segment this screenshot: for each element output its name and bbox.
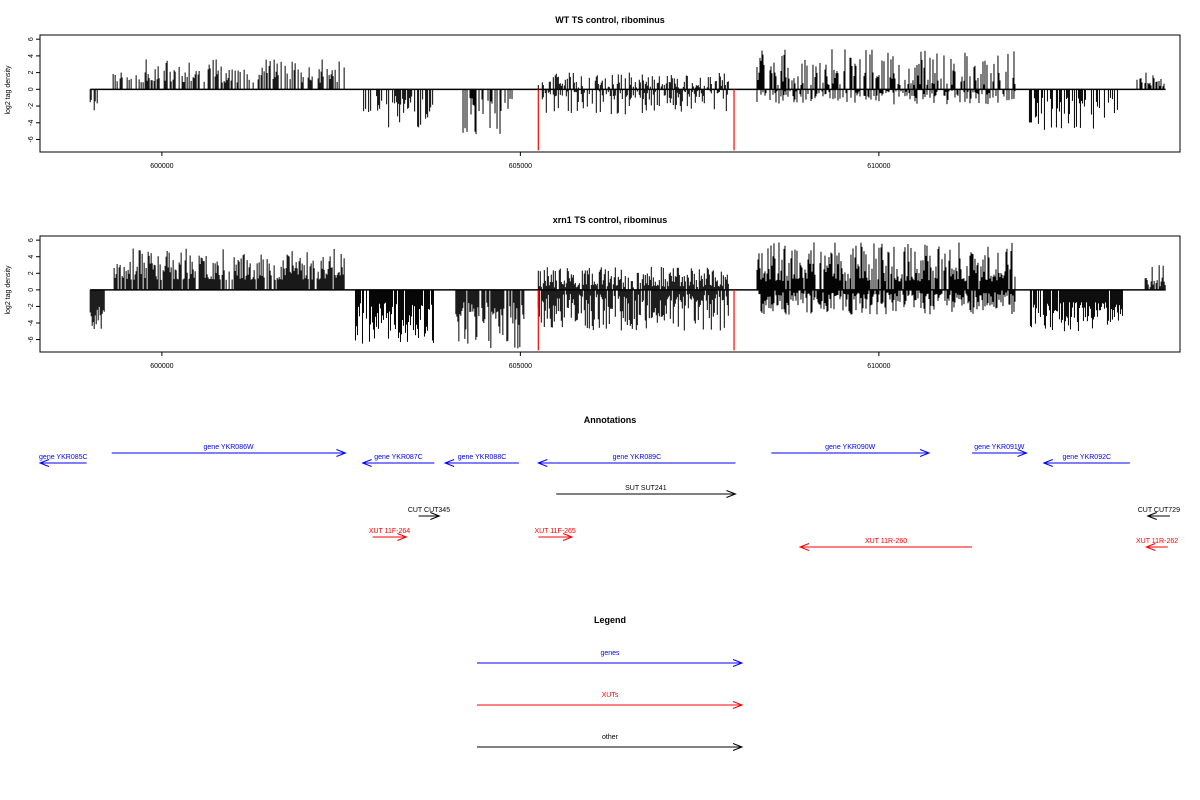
xrn1-y-tick-label: 2 xyxy=(28,271,35,275)
feature-arrow xyxy=(111,449,347,457)
xrn1-y-tick-label: -4 xyxy=(28,320,35,326)
feature-gene-ykr092c: gene YKR092C xyxy=(1042,454,1130,467)
feature-label: gene YKR092C xyxy=(1063,454,1112,461)
feature-label: CUT CUT729 xyxy=(1138,507,1180,514)
feature-cut-cut729: CUT CUT729 xyxy=(1138,507,1180,520)
feature-arrow xyxy=(38,459,87,467)
annotation-features: gene YKR085C gene YKR086W gene YKR087C gene… xyxy=(38,444,1180,551)
legend-label: other xyxy=(602,734,619,741)
wt-x-tick-label: 605000 xyxy=(509,163,532,170)
feature-gene-ykr088c: gene YKR088C xyxy=(443,454,519,467)
xrn1-x-axis: 600000 605000 610000 xyxy=(150,352,891,370)
feature-gene-ykr085c: gene YKR085C xyxy=(38,454,88,467)
xrn1-x-tick-label: 600000 xyxy=(150,363,173,370)
feature-gene-ykr089c: gene YKR089C xyxy=(536,454,736,467)
feature-label: gene YKR086W xyxy=(204,444,254,451)
xrn1-y-axis: 6 4 2 0 -2 -4 -6 xyxy=(28,238,40,343)
feature-arrow xyxy=(556,490,737,498)
feature-xut-11f-264: XUT 11F-264 xyxy=(369,528,410,541)
feature-label: XUT 11R-262 xyxy=(1136,538,1178,545)
wt-y-tick-label: 6 xyxy=(28,37,35,41)
feature-label: gene YKR090W xyxy=(825,444,875,451)
legend-item-gene: genes xyxy=(477,650,744,667)
xrn1-x-tick-label: 605000 xyxy=(509,363,532,370)
feature-label: SUT SUT241 xyxy=(625,485,667,492)
feature-xut-11r-262: XUT 11R-262 xyxy=(1136,538,1178,551)
feature-arrow xyxy=(361,459,435,467)
wt-y-tick-label: -6 xyxy=(28,136,35,142)
feature-label: XUT 11R-260 xyxy=(865,538,907,545)
wt-x-tick-label: 600000 xyxy=(150,163,173,170)
xrn1-red-markers xyxy=(537,289,735,351)
feature-label: XUT 11F-264 xyxy=(369,528,410,535)
feature-arrow xyxy=(1042,459,1130,467)
feature-label: gene YKR085C xyxy=(39,454,88,461)
wt-track-panel: WT TS control, ribominus log2 tag densit… xyxy=(5,15,1181,170)
feature-xut-11r-260: XUT 11R-260 xyxy=(798,538,973,551)
xrn1-y-tick-label: -2 xyxy=(28,303,35,309)
wt-y-tick-label: 0 xyxy=(28,87,35,91)
feature-label: gene YKR087C xyxy=(374,454,423,461)
wt-red-markers xyxy=(537,89,735,151)
feature-arrow xyxy=(536,459,736,467)
wt-x-tick-label: 610000 xyxy=(867,163,890,170)
xrn1-y-tick-label: -6 xyxy=(28,336,35,342)
wt-plot-frame xyxy=(39,34,1181,153)
feature-gene-ykr090w: gene YKR090W xyxy=(771,444,931,457)
wt-density-bars xyxy=(89,49,1165,135)
xrn1-y-tick-label: 6 xyxy=(28,238,35,242)
xrn1-y-tick-label: 0 xyxy=(28,288,35,292)
feature-label: gene YKR089C xyxy=(613,454,662,461)
feature-gene-ykr086w: gene YKR086W xyxy=(111,444,347,457)
xrn1-track-title: xrn1 TS control, ribominus xyxy=(553,215,668,225)
feature-arrow xyxy=(771,449,931,457)
legend-arrow xyxy=(477,659,744,667)
legend-label: XUTs xyxy=(602,692,619,699)
legend-item-other: other xyxy=(477,734,744,751)
annotations-title: Annotations xyxy=(584,415,637,425)
feature-gene-ykr087c: gene YKR087C xyxy=(361,454,435,467)
feature-cut-cut345: CUT CUT345 xyxy=(408,507,450,520)
feature-label: XUT 11F-265 xyxy=(534,528,575,535)
feature-arrow xyxy=(538,533,574,541)
legend-items: genes XUTs other xyxy=(477,650,744,751)
wt-track-title: WT TS control, ribominus xyxy=(555,15,665,25)
legend-panel: Legend genes XUTs other xyxy=(477,615,744,751)
feature-label: gene YKR091W xyxy=(974,444,1024,451)
feature-sut-sut241: SUT SUT241 xyxy=(556,485,737,498)
xrn1-density-bars xyxy=(89,242,1166,349)
feature-label: gene YKR088C xyxy=(458,454,507,461)
feature-gene-ykr091w: gene YKR091W xyxy=(972,444,1028,457)
wt-y-axis-label: log2 tag density xyxy=(5,65,12,115)
wt-y-axis: 6 4 2 0 -2 -4 -6 xyxy=(28,37,40,143)
legend-title: Legend xyxy=(594,615,626,625)
wt-y-tick-label: 4 xyxy=(28,54,35,58)
feature-xut-11f-265: XUT 11F-265 xyxy=(534,528,576,541)
legend-arrow xyxy=(477,743,744,751)
xrn1-track-panel: xrn1 TS control, ribominus log2 tag dens… xyxy=(5,215,1181,370)
wt-y-tick-label: -4 xyxy=(28,120,35,126)
wt-y-tick-label: 2 xyxy=(28,71,35,75)
legend-label: genes xyxy=(600,650,620,657)
xrn1-y-tick-label: 4 xyxy=(28,255,35,259)
wt-x-axis: 600000 605000 610000 xyxy=(150,152,891,170)
legend-item-xut: XUTs xyxy=(477,692,744,709)
xrn1-x-tick-label: 610000 xyxy=(867,363,890,370)
feature-arrow xyxy=(1146,512,1170,520)
wt-y-tick-label: -2 xyxy=(28,103,35,109)
feature-arrow xyxy=(1144,543,1168,551)
legend-arrow xyxy=(477,701,744,709)
feature-arrow xyxy=(972,449,1028,457)
feature-arrow xyxy=(443,459,519,467)
feature-label: CUT CUT345 xyxy=(408,507,450,514)
feature-arrow xyxy=(372,533,408,541)
feature-arrow xyxy=(418,512,441,520)
feature-arrow xyxy=(798,543,973,551)
xrn1-y-axis-label: log2 tag density xyxy=(5,265,12,315)
xrn1-plot-frame xyxy=(39,235,1181,353)
